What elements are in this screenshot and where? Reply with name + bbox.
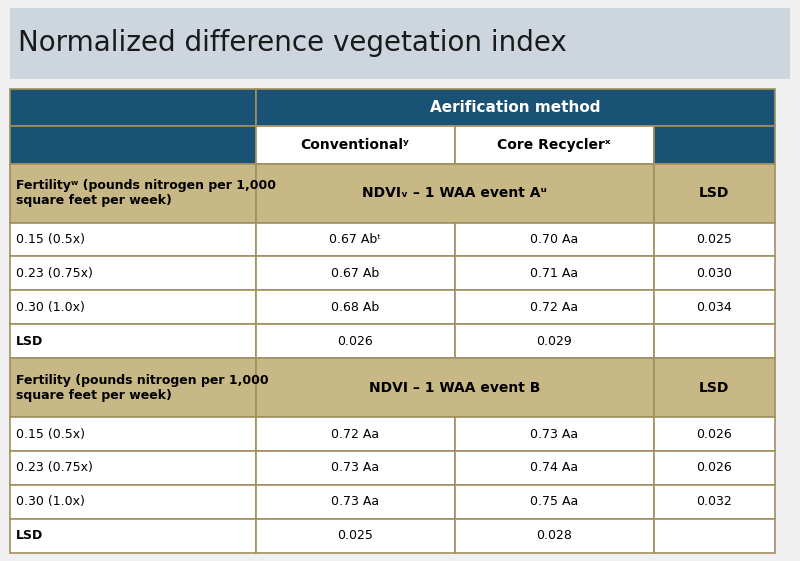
Text: 0.032: 0.032 [696,495,732,508]
Bar [654,451,774,485]
Bar [454,451,654,485]
Bar [454,126,654,164]
Text: Fertilityʷ (pounds nitrogen per 1,000
square feet per week): Fertilityʷ (pounds nitrogen per 1,000 sq… [16,179,276,207]
Text: Normalized difference vegetation index: Normalized difference vegetation index [18,30,566,57]
Bar [454,417,654,451]
Bar [10,291,255,324]
Text: 0.026: 0.026 [338,335,373,348]
Text: 0.67 Ab: 0.67 Ab [331,267,379,280]
Bar [255,485,454,519]
Text: 0.75 Aa: 0.75 Aa [530,495,578,508]
Bar [454,485,654,519]
Text: 0.23 (0.75x): 0.23 (0.75x) [16,461,93,475]
Text: 0.67 Abᵗ: 0.67 Abᵗ [329,233,381,246]
Bar [654,324,774,358]
Bar [654,126,774,164]
Bar [10,358,255,417]
Bar [10,519,255,553]
Bar [255,291,454,324]
Text: 0.68 Ab: 0.68 Ab [331,301,379,314]
Bar [454,519,654,553]
Text: 0.73 Aa: 0.73 Aa [331,495,379,508]
Text: 0.74 Aa: 0.74 Aa [530,461,578,475]
Text: LSD: LSD [699,186,730,200]
Text: 0.025: 0.025 [337,529,373,542]
Text: NDVI – 1 WAA event B: NDVI – 1 WAA event B [369,380,540,394]
Text: 0.034: 0.034 [696,301,732,314]
Bar [255,256,454,291]
Bar [654,485,774,519]
Bar [255,223,454,256]
Text: LSD: LSD [16,335,43,348]
Bar [10,89,255,126]
Bar [255,89,774,126]
Text: 0.030: 0.030 [696,267,732,280]
Text: Core Recyclerˣ: Core Recyclerˣ [498,138,611,152]
Bar [10,126,255,164]
Bar [454,291,654,324]
Bar [10,451,255,485]
Bar [255,324,454,358]
Bar [654,256,774,291]
Bar [255,417,454,451]
Text: Fertility (pounds nitrogen per 1,000
square feet per week): Fertility (pounds nitrogen per 1,000 squ… [16,374,269,402]
Text: 0.70 Aa: 0.70 Aa [530,233,578,246]
Bar [654,417,774,451]
Bar [10,256,255,291]
Text: 0.028: 0.028 [536,529,572,542]
Bar [454,223,654,256]
Bar [654,223,774,256]
Bar [255,519,454,553]
Text: 0.30 (1.0x): 0.30 (1.0x) [16,495,85,508]
Text: 0.15 (0.5x): 0.15 (0.5x) [16,233,85,246]
Text: 0.72 Aa: 0.72 Aa [530,301,578,314]
Text: 0.15 (0.5x): 0.15 (0.5x) [16,427,85,440]
Bar [10,164,255,223]
Bar [10,324,255,358]
Bar [10,223,255,256]
Bar [255,164,654,223]
Bar [454,324,654,358]
Text: 0.73 Aa: 0.73 Aa [331,461,379,475]
Bar [255,126,454,164]
Bar [255,451,454,485]
Text: 0.026: 0.026 [696,461,732,475]
Text: LSD: LSD [699,380,730,394]
Text: 0.30 (1.0x): 0.30 (1.0x) [16,301,85,314]
Bar [654,358,774,417]
Text: 0.23 (0.75x): 0.23 (0.75x) [16,267,93,280]
Text: 0.71 Aa: 0.71 Aa [530,267,578,280]
Bar [255,358,654,417]
Bar [654,291,774,324]
Text: 0.73 Aa: 0.73 Aa [530,427,578,440]
Bar [654,164,774,223]
Bar [10,8,790,79]
Bar [10,417,255,451]
Text: Conventionalʸ: Conventionalʸ [301,138,410,152]
Text: 0.029: 0.029 [536,335,572,348]
Bar [10,485,255,519]
Text: LSD: LSD [16,529,43,542]
Text: 0.025: 0.025 [696,233,732,246]
Text: 0.72 Aa: 0.72 Aa [331,427,379,440]
Text: NDVIᵥ – 1 WAA event Aᵘ: NDVIᵥ – 1 WAA event Aᵘ [362,186,547,200]
Text: 0.026: 0.026 [696,427,732,440]
Bar [454,256,654,291]
Text: Aerification method: Aerification method [430,100,601,115]
Bar [654,519,774,553]
